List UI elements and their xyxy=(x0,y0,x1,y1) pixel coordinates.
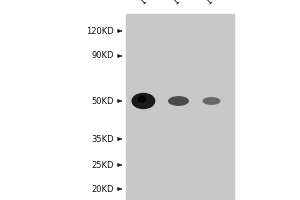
Text: 1 : 1000: 1 : 1000 xyxy=(139,0,169,6)
Text: 35KD: 35KD xyxy=(92,134,114,144)
Text: 90KD: 90KD xyxy=(92,51,114,60)
Text: 1 : 2000: 1 : 2000 xyxy=(172,0,202,6)
Text: 20KD: 20KD xyxy=(92,184,114,194)
Text: 50KD: 50KD xyxy=(92,97,114,106)
Ellipse shape xyxy=(132,94,155,108)
Text: 120KD: 120KD xyxy=(86,26,114,36)
Ellipse shape xyxy=(169,97,188,105)
Ellipse shape xyxy=(138,96,146,102)
Bar xyxy=(126,14,234,200)
Text: 25KD: 25KD xyxy=(92,160,114,170)
Ellipse shape xyxy=(203,98,220,104)
Text: 1 : 4000: 1 : 4000 xyxy=(205,0,235,6)
